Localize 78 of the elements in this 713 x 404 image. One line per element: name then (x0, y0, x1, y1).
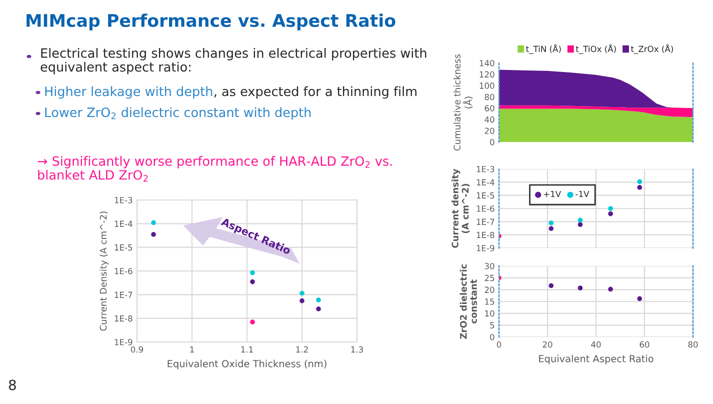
point (578, 222, 583, 227)
y-tick-label: 5 (490, 322, 494, 328)
legend-label: +1V (544, 190, 562, 198)
x-tick-label: 1.3 (351, 346, 363, 353)
y-tick-label: 1E-3 (476, 166, 494, 172)
y-tick-label: 1E-8 (476, 232, 494, 238)
y-tick-label: 20 (484, 128, 494, 134)
point (548, 226, 554, 231)
x-tick-label: 80 (688, 341, 698, 348)
x-tick-label: 1.1 (241, 346, 253, 352)
point (608, 286, 613, 292)
text: Lower ZrO$_{2}$ dielectric constant with depth (45, 107, 311, 120)
y-tick-label: 1E-8 (114, 315, 132, 322)
y-tick-label: 15 (485, 298, 494, 305)
y-tick-label: 0 (490, 334, 494, 340)
y-tick-label: 1E-3 (114, 196, 132, 204)
y-tick-label: 1E-6 (476, 205, 494, 212)
y-axis-title: Current Density (A cm^-2) (100, 212, 108, 331)
y-tick-label: 25 (484, 274, 494, 282)
y-tick-label: 100 (480, 82, 494, 89)
point (578, 218, 583, 223)
point (151, 220, 156, 226)
y-tick-label: 120 (480, 71, 494, 78)
y-tick-label: 1E-5 (476, 192, 494, 199)
y-tick-label: 1E-5 (114, 244, 132, 251)
legend-label: t_ZrOx (Å) (630, 44, 673, 54)
point (548, 283, 554, 288)
y-tick-label: 1E-4 (114, 220, 132, 227)
point (250, 320, 255, 324)
y-tick-label: 20 (484, 286, 494, 293)
x-tick-label: 60 (640, 341, 650, 348)
y-tick-label: 1E-6 (114, 268, 132, 274)
x-axis-title: Equivalent Aspect Ratio (539, 354, 654, 364)
y-tick-label: 1E-9 (476, 244, 494, 252)
x-tick-label: 40 (591, 341, 601, 348)
y-tick-label: 140 (480, 60, 494, 66)
point (637, 296, 642, 302)
point (250, 279, 255, 284)
text: , as expected for a thinning film (214, 86, 416, 99)
text: Electrical testing shows changes in electrical properties with equivalent aspect ratio: (40, 48, 426, 74)
x-tick-label: 0.9 (130, 346, 144, 353)
x-axis-title: Equivalent Oxide Thickness (nm) (168, 360, 326, 370)
point (637, 179, 642, 184)
y-tick-label: 0 (490, 138, 494, 146)
y-tick-label: 10 (485, 310, 494, 317)
y-tick-label: 1E-4 (476, 179, 494, 186)
y-tick-label: 80 (484, 94, 494, 100)
legend-label: -1V (576, 190, 590, 198)
y-axis-title: ZrO2 dielectric constant (460, 264, 477, 339)
point (608, 211, 613, 216)
x-tick-label: 20 (542, 341, 552, 348)
point (300, 298, 304, 304)
point (151, 232, 156, 237)
y-tick-label: 1E-7 (476, 218, 494, 225)
x-tick-label: 1.2 (296, 346, 308, 352)
y-tick-label: 1E-9 (114, 338, 132, 346)
text: MIMcap Performance vs. Aspect Ratio (26, 14, 396, 30)
legend-label: t_TiN (Å) (526, 44, 561, 54)
text: Higher leakage with depth (45, 86, 212, 99)
y-tick-label: 60 (484, 105, 494, 112)
point (608, 206, 613, 211)
text: → Significantly worse performance of HAR-ALD ZrO$_{2}$ vs. blanket ALD ZrO$_{2}$ (38, 156, 392, 182)
y-tick-label: 30 (484, 262, 494, 270)
y-tick-label: 1E-7 (114, 292, 132, 298)
point (578, 286, 583, 290)
y-axis-title: Current density (A cm^-2) (451, 168, 470, 248)
x-tick-label: 1 (190, 346, 194, 352)
point (316, 298, 321, 302)
x-tick-label: 0 (496, 341, 502, 348)
text: 8 (8, 380, 16, 390)
y-tick-label: 40 (484, 116, 494, 123)
point (300, 290, 304, 296)
point (250, 270, 255, 276)
legend-label: t_TiOx (Å) (576, 44, 616, 54)
y-axis-title: Cumulative thickness (Å) (454, 54, 473, 151)
point (637, 185, 642, 190)
point (316, 306, 321, 312)
point (548, 220, 554, 226)
